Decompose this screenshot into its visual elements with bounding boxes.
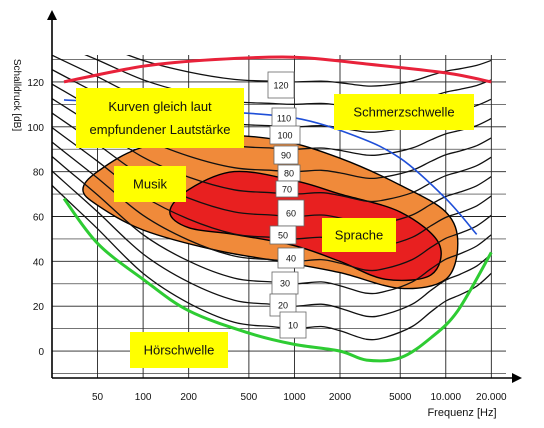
phon-label: 50: [269, 225, 297, 245]
phon-label-text: 30: [280, 279, 290, 289]
music-label-text: Musik: [133, 177, 167, 192]
phon-label-box: [273, 145, 299, 165]
pain-threshold-curve: [63, 55, 492, 84]
y-tick-label: 100: [27, 123, 44, 134]
y-tick-label: 60: [33, 213, 45, 224]
y-axis-title: Schalldruck [dB]: [11, 59, 22, 131]
phon-label: 40: [277, 247, 305, 269]
phon-label-text: 70: [282, 185, 292, 195]
hearing-threshold-label-text: Hörschwelle: [144, 343, 215, 358]
phon-label-text: 90: [281, 151, 291, 161]
phon-label-box: [269, 225, 297, 245]
y-tick-label: 0: [38, 347, 44, 358]
phon-label: 60: [277, 199, 305, 227]
x-axis-arrow: [512, 373, 522, 383]
phon-label: 80: [277, 164, 301, 182]
x-tick-label: 100: [135, 392, 152, 403]
x-tick-label: 20.000: [476, 392, 507, 403]
x-axis-title: Frequenz [Hz]: [427, 407, 496, 419]
equal-loudness-contour: [52, 155, 492, 295]
x-tick-label: 500: [241, 392, 258, 403]
pain-threshold-label-text: Schmerzschwelle: [353, 105, 454, 120]
hearing-threshold-label: Hörschwelle: [130, 332, 228, 368]
y-tick-label: 80: [33, 168, 45, 179]
phon-label-box: [279, 311, 307, 339]
x-tick-label: 10.000: [430, 392, 461, 403]
phon-label-box: [277, 199, 305, 227]
phon-label-text: 110: [277, 114, 291, 124]
phon-label-box: [275, 180, 299, 198]
equal-loudness-label: Kurven gleich laut empfundener Lautstärke: [76, 88, 244, 148]
y-tick-label: 40: [33, 257, 45, 268]
hearing-threshold-label-bg: [130, 332, 228, 368]
phon-label-text: 20: [278, 301, 288, 311]
equal-loudness-contour: [84, 55, 492, 110]
phon-label: 120: [267, 71, 295, 99]
equal-loudness-contour: [52, 170, 492, 318]
speech-label-bg: [322, 218, 396, 252]
phon-label: 90: [273, 145, 299, 165]
phon-label-text: 50: [278, 231, 288, 241]
equal-loudness-label-text: Kurven gleich laut: [108, 99, 212, 114]
tick-labels: 50 100 200 500 1000 2000 5000 10.000 20.000 0 20 40…: [11, 59, 507, 419]
phon-label-text: 80: [284, 169, 294, 179]
axes: [47, 10, 522, 383]
phon-label-box: [277, 247, 305, 269]
hearing-threshold-curve: [62, 197, 493, 363]
equal-loudness-contour: [52, 97, 492, 203]
equal-loudness-contour: [52, 184, 492, 341]
phon-label: 110: [271, 107, 297, 129]
equal-loudness-contour: [125, 55, 492, 87]
speech-label: Sprache: [322, 218, 396, 252]
phon-label: 70: [275, 180, 299, 198]
phon-label-text: 40: [286, 254, 296, 264]
music-label-bg: [114, 166, 186, 202]
pain-threshold-label-bg: [334, 94, 474, 130]
x-tick-label: 50: [92, 392, 104, 403]
phon-label-box: [269, 125, 301, 145]
x-tick-label: 1000: [283, 392, 306, 403]
phon-label-text: 100: [277, 131, 292, 141]
phon-label-text: 120: [273, 81, 288, 91]
annotation-boxes: Kurven gleich laut empfundener Lautstärke…: [76, 88, 474, 368]
y-tick-label: 20: [33, 302, 45, 313]
y-tick-label: 120: [27, 78, 44, 89]
equal-loudness-label-text: empfundener Lautstärke: [90, 122, 231, 137]
equal-loudness-contour: [52, 141, 492, 272]
phon-label: 30: [271, 271, 299, 295]
x-tick-label: 2000: [329, 392, 352, 403]
music-label: Musik: [114, 166, 186, 202]
y-axis-arrow: [47, 10, 57, 20]
phon-label-text: 60: [286, 209, 296, 219]
equal-loudness-label-bg: [76, 88, 244, 148]
phon-label: 10: [279, 311, 307, 339]
phon-label-text: 10: [288, 321, 298, 331]
pain-threshold-label: Schmerzschwelle: [334, 94, 474, 130]
x-tick-label: 200: [180, 392, 197, 403]
speech-label-text: Sprache: [335, 228, 383, 243]
phon-label-box: [267, 71, 295, 99]
phon-label: 100: [269, 125, 301, 145]
x-tick-label: 5000: [389, 392, 412, 403]
